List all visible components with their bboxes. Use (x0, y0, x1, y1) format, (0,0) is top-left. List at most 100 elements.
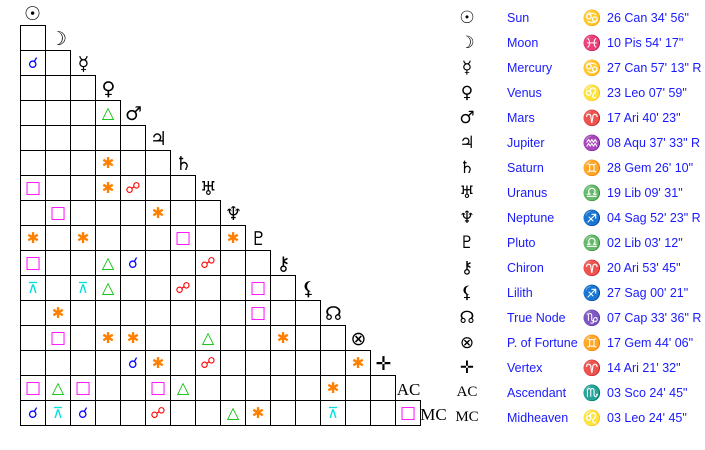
aspect-cell-p-of-fortune-mars: ✱ (120, 325, 146, 351)
zodiac-sign-icon: ♐ (582, 284, 602, 302)
aspect-cell-neptune-mercury (70, 200, 96, 226)
legend-row-lilith: ⚸ Lilith ♐ 27 Sag 00' 21" (455, 280, 705, 305)
legend-row-venus: ♀ Venus ♌ 23 Leo 07' 59" (455, 80, 705, 105)
planet-position[interactable]: 19 Lib 09' 31" (607, 185, 683, 200)
grid-label-midheaven-icon: MC (420, 405, 447, 424)
planet-name[interactable]: Jupiter (507, 135, 545, 150)
aspect-cell-uranus-moon (45, 175, 71, 201)
aspect-cell-ascendant-saturn: △ (170, 375, 196, 401)
aspect-cell-mars-mercury (70, 100, 96, 126)
grid-label-mercury-icon: ☿ (77, 53, 90, 75)
aspect-cell-lilith-saturn: ☍ (170, 275, 196, 301)
aspect-cell-uranus-mercury (70, 175, 96, 201)
planet-position[interactable]: 04 Sag 52' 23" R (607, 210, 701, 225)
planet-position[interactable]: 03 Leo 24' 45" (607, 410, 687, 425)
mars-icon: ♂ (459, 107, 475, 128)
planet-position[interactable]: 07 Cap 33' 36" R (607, 310, 702, 325)
square-icon: □ (399, 402, 417, 423)
grid-label-saturn-icon: ♄ (174, 153, 193, 175)
zodiac-sign-icon: ♓ (582, 34, 602, 52)
planet-name[interactable]: Mercury (507, 60, 553, 75)
aspect-cell-midheaven-moon: ⊼ (45, 400, 71, 426)
aspect-cell-uranus-saturn (170, 175, 196, 201)
planet-position[interactable]: 28 Gem 26' 10" (607, 160, 694, 175)
aspect-cell-lilith-moon (45, 275, 71, 301)
planet-position[interactable]: 27 Can 57' 13" R (607, 60, 702, 75)
planet-name[interactable]: P. of Fortune (507, 335, 578, 350)
aspect-cell-lilith-chiron (270, 275, 296, 301)
aspect-cell-midheaven-jupiter: ☍ (145, 400, 171, 426)
aspect-cell-lilith-sun: ⊼ (20, 275, 46, 301)
grid-label-vertex-icon: ✛ (375, 353, 392, 375)
grid-label-uranus-icon: ♅ (199, 178, 218, 200)
planet-name[interactable]: True Node (507, 310, 566, 325)
conjunction-icon: ☌ (127, 253, 139, 272)
square-icon: □ (49, 202, 67, 223)
trine-icon: △ (51, 378, 65, 397)
moon-icon: ☽ (459, 32, 475, 53)
trine-icon: △ (201, 328, 215, 347)
planet-position[interactable]: 26 Can 34' 56" (607, 10, 689, 25)
planet-name[interactable]: Saturn (507, 160, 544, 175)
trine-icon: △ (101, 278, 115, 297)
zodiac-sign-icon: ♈ (582, 109, 602, 127)
grid-label-p-of-fortune-icon: ⊗ (350, 328, 367, 350)
planet-name[interactable]: Ascendant (507, 385, 567, 400)
square-icon: □ (24, 177, 42, 198)
sextile-icon: ✱ (51, 303, 65, 322)
planet-name[interactable]: Vertex (507, 360, 543, 375)
sextile-icon: ✱ (226, 228, 240, 247)
aspect-cell-pluto-jupiter (145, 225, 171, 251)
zodiac-sign-icon: ♈ (582, 359, 602, 377)
aspect-cell-true-node-chiron (270, 300, 296, 326)
planet-position[interactable]: 17 Gem 44' 06" (607, 335, 694, 350)
aspect-cell-neptune-jupiter: ✱ (145, 200, 171, 226)
sextile-icon: ✱ (101, 328, 115, 347)
planet-position[interactable]: 27 Sag 00' 21" (607, 285, 689, 300)
square-icon: □ (49, 327, 67, 348)
planet-name[interactable]: Sun (507, 10, 530, 25)
planet-name[interactable]: Pluto (507, 235, 536, 250)
aspect-cell-jupiter-mars (120, 125, 146, 151)
aspect-cell-chiron-pluto (245, 250, 271, 276)
aspect-cell-saturn-sun (20, 150, 46, 176)
planet-position[interactable]: 08 Aqu 37' 33" R (607, 135, 701, 150)
grid-label-mars-icon: ♂ (124, 103, 143, 125)
aspect-cell-true-node-mercury (70, 300, 96, 326)
aspect-cell-vertex-chiron (270, 350, 296, 376)
true-node-icon: ☊ (459, 307, 475, 328)
planet-name[interactable]: Uranus (507, 185, 548, 200)
planet-name[interactable]: Neptune (507, 210, 555, 225)
planet-name[interactable]: Mars (507, 110, 535, 125)
legend-row-mercury: ☿ Mercury ♋ 27 Can 57' 13" R (455, 55, 705, 80)
planet-position[interactable]: 17 Ari 40' 23" (607, 110, 681, 125)
aspect-cell-pluto-uranus (195, 225, 221, 251)
legend-row-p-of-fortune: ⊗ P. of Fortune ♊ 17 Gem 44' 06" (455, 330, 705, 355)
planet-name[interactable]: Chiron (507, 260, 544, 275)
sextile-icon: ✱ (326, 378, 340, 397)
planet-name[interactable]: Lilith (507, 285, 533, 300)
aspect-cell-midheaven-chiron (270, 400, 296, 426)
aspect-cell-vertex-mercury (70, 350, 96, 376)
conjunction-icon: ☌ (77, 403, 89, 422)
aspect-cell-vertex-p-of-fortune: ✱ (345, 350, 371, 376)
planet-name[interactable]: Moon (507, 35, 539, 50)
aspect-cell-midheaven-saturn (170, 400, 196, 426)
planet-name[interactable]: Midheaven (507, 410, 569, 425)
neptune-icon: ♆ (459, 207, 475, 228)
aspect-cell-p-of-fortune-saturn (170, 325, 196, 351)
aspect-cell-true-node-sun (20, 300, 46, 326)
planet-position[interactable]: 23 Leo 07' 59" (607, 85, 687, 100)
planet-position[interactable]: 10 Pis 54' 17" (607, 35, 684, 50)
square-icon: □ (24, 252, 42, 273)
planet-name[interactable]: Venus (507, 85, 542, 100)
trine-icon: △ (176, 378, 190, 397)
planet-position[interactable]: 03 Sco 24' 45" (607, 385, 688, 400)
aspect-cell-true-node-mars (120, 300, 146, 326)
planet-position[interactable]: 14 Ari 21' 32" (607, 360, 681, 375)
planet-position[interactable]: 02 Lib 03' 12" (607, 235, 683, 250)
aspect-cell-true-node-lilith (295, 300, 321, 326)
planet-position[interactable]: 20 Ari 53' 45" (607, 260, 681, 275)
aspect-cell-pluto-mars (120, 225, 146, 251)
aspect-cell-jupiter-moon (45, 125, 71, 151)
